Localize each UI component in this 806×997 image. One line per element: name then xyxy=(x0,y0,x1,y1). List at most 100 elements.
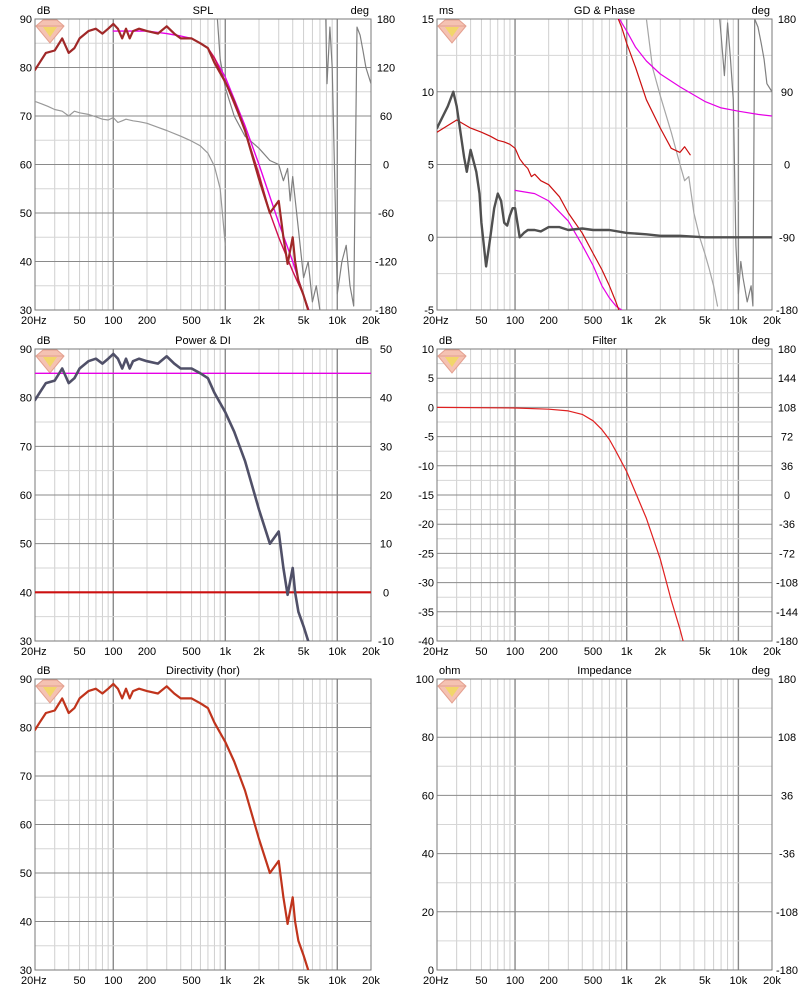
y-tick-label: 40 xyxy=(20,917,32,929)
series-group xyxy=(437,19,772,310)
y2-tick-label: -180 xyxy=(776,305,798,317)
y2-tick-label: 180 xyxy=(778,14,796,26)
y2-tick-label: -180 xyxy=(776,636,798,648)
y-tick-label: 30 xyxy=(20,636,32,648)
y2-tick-label: 72 xyxy=(781,432,793,444)
y-tick-label: -40 xyxy=(418,636,434,648)
x-tick-label: 100 xyxy=(506,315,524,327)
y-tick-label: 5 xyxy=(428,373,434,385)
y-tick-label: -35 xyxy=(418,607,434,619)
y2-tick-label: -180 xyxy=(776,965,798,977)
plot-frame xyxy=(34,678,372,971)
series-line-2 xyxy=(35,352,310,641)
chart-title: Impedance xyxy=(577,665,631,677)
y2-tick-label: -144 xyxy=(776,607,798,619)
left-unit-label: dB xyxy=(37,5,50,17)
y-tick-label: 70 xyxy=(20,441,32,453)
y2-tick-label: 60 xyxy=(380,111,392,123)
plot-frame xyxy=(436,678,773,971)
x-tick-label: 5k xyxy=(298,975,310,987)
y-tick-label: 0 xyxy=(428,232,434,244)
x-tick-label: 10k xyxy=(328,975,346,987)
y-tick-label: -20 xyxy=(418,519,434,531)
x-tick-label: 10k xyxy=(730,646,748,658)
x-tick-label: 20Hz xyxy=(423,646,449,658)
x-tick-label: 5k xyxy=(699,975,711,987)
y-tick-label: -5 xyxy=(424,432,434,444)
logo-icon xyxy=(437,349,467,374)
x-tick-label: 20k xyxy=(763,975,781,987)
y2-tick-label: 36 xyxy=(781,790,793,802)
y-tick-label: 90 xyxy=(20,674,32,686)
plot-frame xyxy=(436,348,773,642)
y2-tick-label: -36 xyxy=(779,849,795,861)
y2-tick-label: 90 xyxy=(781,87,793,99)
y-tick-label: 40 xyxy=(20,587,32,599)
x-tick-label: 5k xyxy=(298,646,310,658)
x-tick-label: 50 xyxy=(73,315,85,327)
y2-tick-label: 180 xyxy=(778,344,796,356)
x-tick-label: 50 xyxy=(73,646,85,658)
x-tick-label: 100 xyxy=(506,975,524,987)
chart-panel-directivity-hor: Directivity (hor) dB 30 40 50 60 70 80 90 20Hz 50 1… xyxy=(20,665,381,987)
chart-title: Power & DI xyxy=(175,335,231,347)
y2-tick-label: 180 xyxy=(377,14,395,26)
x-tick-label: 200 xyxy=(539,975,557,987)
x-tick-label: 2k xyxy=(253,646,265,658)
x-tick-label: 500 xyxy=(584,315,602,327)
x-tick-label: 200 xyxy=(138,646,156,658)
x-tick-label: 10k xyxy=(328,646,346,658)
x-tick-label: 50 xyxy=(475,315,487,327)
y-tick-label: 90 xyxy=(20,344,32,356)
y2-tick-label: -90 xyxy=(779,232,795,244)
series-group xyxy=(35,682,310,970)
y-tick-label: 15 xyxy=(422,14,434,26)
x-tick-label: 50 xyxy=(73,975,85,987)
x-tick-label: 20k xyxy=(763,315,781,327)
y2-tick-label: 0 xyxy=(383,160,389,172)
right-unit-label: deg xyxy=(752,5,770,17)
x-tick-label: 1k xyxy=(219,975,231,987)
y2-tick-label: -10 xyxy=(378,636,394,648)
series-line-1 xyxy=(216,19,321,310)
y2-tick-label: 20 xyxy=(380,490,392,502)
x-tick-label: 500 xyxy=(182,315,200,327)
x-tick-label: 10k xyxy=(328,315,346,327)
y2-tick-label: 0 xyxy=(784,160,790,172)
plot-frame xyxy=(34,18,372,311)
y-tick-label: -25 xyxy=(418,548,434,560)
x-tick-label: 5k xyxy=(699,646,711,658)
logo-icon xyxy=(437,19,467,44)
x-tick-label: 200 xyxy=(138,975,156,987)
series-line-4 xyxy=(437,119,620,310)
x-tick-label: 500 xyxy=(182,975,200,987)
x-tick-label: 20Hz xyxy=(423,315,449,327)
series-line-5 xyxy=(617,19,691,156)
right-unit-label: dB xyxy=(356,335,369,347)
left-unit-label: dB xyxy=(37,665,50,677)
series-line-6 xyxy=(437,90,772,268)
x-tick-label: 200 xyxy=(539,646,557,658)
x-tick-label: 20k xyxy=(362,975,380,987)
x-tick-label: 2k xyxy=(655,646,667,658)
series-line-2 xyxy=(514,189,623,310)
chart-title: Directivity (hor) xyxy=(166,665,240,677)
series-line-1 xyxy=(719,19,772,307)
x-tick-label: 200 xyxy=(539,315,557,327)
y-tick-label: 80 xyxy=(20,723,32,735)
chart-panel-filter: Filter dB deg -40 -35 -30 -25 -20 -15 -10 -5 0 5 10 -1… xyxy=(418,335,798,658)
y2-tick-label: 120 xyxy=(377,63,395,75)
left-unit-label: dB xyxy=(439,335,452,347)
y2-tick-label: 108 xyxy=(778,732,796,744)
y-tick-label: 50 xyxy=(20,868,32,880)
y-tick-label: -15 xyxy=(418,490,434,502)
grid xyxy=(437,18,772,311)
x-tick-label: 50 xyxy=(475,646,487,658)
y2-tick-label: -108 xyxy=(776,907,798,919)
x-tick-label: 50 xyxy=(475,975,487,987)
x-tick-label: 10k xyxy=(730,315,748,327)
y2-tick-label: -72 xyxy=(779,548,795,560)
y-tick-label: 50 xyxy=(20,208,32,220)
y-tick-label: 100 xyxy=(416,674,434,686)
